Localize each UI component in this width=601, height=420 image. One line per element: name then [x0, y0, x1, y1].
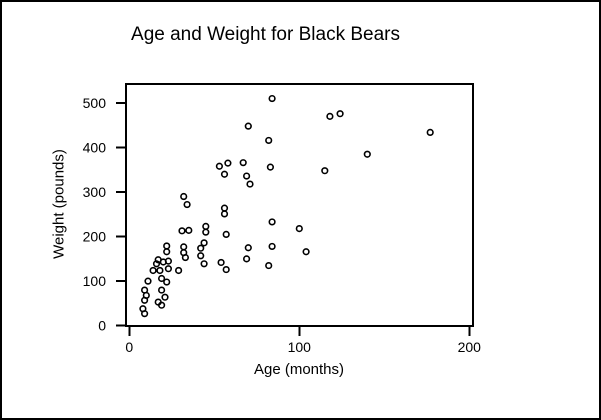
data-point: [202, 222, 210, 230]
data-point: [220, 204, 229, 212]
data-point: [158, 286, 166, 294]
data-point: [321, 167, 329, 175]
y-tick-label: 100: [83, 273, 107, 289]
chart-title: Age and Weight for Black Bears: [131, 24, 400, 45]
data-point: [268, 94, 276, 103]
data-point: [197, 244, 205, 252]
data-point: [336, 110, 344, 118]
data-point: [149, 266, 157, 275]
data-point: [158, 301, 166, 309]
data-point: [181, 253, 189, 262]
x-tick-label: 200: [458, 339, 482, 355]
data-point: [302, 248, 310, 256]
data-point: [180, 192, 188, 201]
data-point: [363, 150, 371, 158]
data-point: [200, 260, 208, 268]
data-point: [163, 242, 171, 250]
y-axis-label: Weight (pounds): [50, 149, 68, 259]
data-point: [268, 218, 276, 226]
data-point: [175, 266, 183, 275]
plot-box: [125, 83, 474, 327]
x-axis-label: Age (months): [253, 361, 345, 378]
data-point: [163, 248, 171, 256]
y-tick-label: 500: [83, 95, 107, 111]
data-point: [163, 278, 171, 286]
data-point: [141, 286, 149, 294]
data-point: [265, 136, 273, 145]
data-point: [244, 122, 252, 130]
data-point: [180, 243, 188, 251]
data-point: [220, 170, 229, 178]
data-point: [243, 255, 251, 263]
data-point: [141, 310, 149, 318]
data-point: [178, 227, 186, 235]
y-tick-label: 0: [98, 318, 106, 334]
data-point: [224, 159, 232, 167]
data-point: [265, 261, 273, 270]
data-point: [220, 210, 229, 218]
data-point: [158, 274, 166, 283]
data-point: [222, 230, 230, 238]
data-point: [152, 260, 161, 268]
data-point: [164, 265, 172, 273]
data-point: [243, 172, 251, 180]
data-point: [185, 226, 193, 234]
data-point: [239, 159, 247, 167]
data-point: [222, 265, 230, 274]
data-point: [156, 266, 164, 275]
data-point: [164, 257, 172, 265]
data-point: [200, 239, 208, 247]
x-tick-label: 100: [288, 339, 312, 355]
y-tick-label: 200: [83, 229, 107, 245]
data-point: [246, 180, 254, 188]
x-tick-label: 0: [125, 339, 133, 355]
data-point: [326, 112, 334, 120]
data-point: [268, 242, 276, 251]
y-tick-label: 300: [83, 184, 107, 200]
data-point: [202, 228, 210, 236]
data-point: [244, 244, 252, 252]
data-point: [426, 128, 434, 136]
data-point: [217, 258, 225, 267]
y-tick-label: 400: [83, 140, 107, 156]
data-point: [183, 200, 191, 209]
data-point: [197, 252, 205, 260]
data-point: [215, 162, 223, 170]
data-point: [266, 163, 275, 171]
data-point: [295, 225, 303, 233]
data-point: [144, 277, 152, 285]
data-point: [161, 293, 169, 301]
